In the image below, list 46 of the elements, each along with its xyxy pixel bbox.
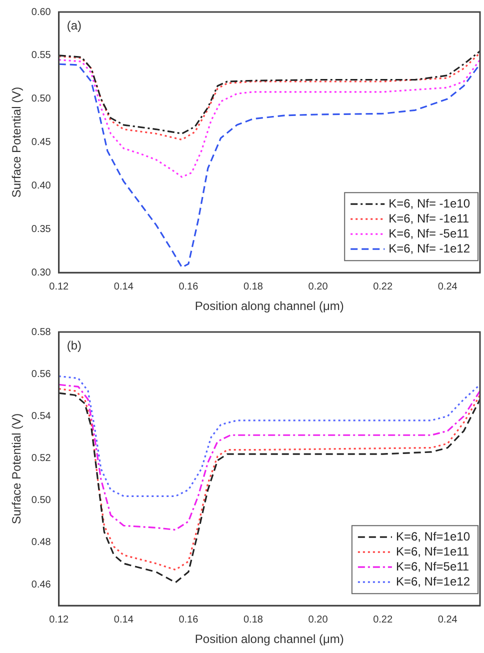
y-tick-label: 0.50 xyxy=(31,495,52,506)
y-tick-label: 0.54 xyxy=(31,410,52,422)
x-tick-label: 0.20 xyxy=(308,281,328,292)
legend-label: K=6, Nf= -1e10 xyxy=(388,196,470,210)
y-axis-title: Surface Potential (V) xyxy=(10,86,24,198)
x-tick-label: 0.24 xyxy=(438,281,458,292)
x-tick-label: 0.18 xyxy=(244,281,264,292)
x-tick-label: 0.22 xyxy=(373,614,393,626)
y-tick-label: 0.35 xyxy=(31,224,52,235)
legend-label: K=6, Nf=1e10 xyxy=(396,529,470,544)
legend-label: K=6, Nf= -1e11 xyxy=(388,211,470,226)
y-tick-label: 0.40 xyxy=(31,180,52,192)
y-tick-label: 0.55 xyxy=(31,50,52,62)
x-axis-title: Position along channel (μm) xyxy=(194,632,344,646)
y-tick-label: 0.56 xyxy=(31,368,52,380)
y-tick-label: 0.46 xyxy=(31,579,52,590)
legend-label: K=6, Nf=1e12 xyxy=(396,574,470,588)
x-tick-label: 0.12 xyxy=(49,614,70,626)
legend-label: K=6, Nf= -1e12 xyxy=(388,241,470,256)
x-tick-label: 0.14 xyxy=(114,614,134,626)
y-tick-label: 0.48 xyxy=(31,537,52,548)
x-tick-label: 0.22 xyxy=(373,281,393,292)
y-tick-label: 0.58 xyxy=(31,326,52,338)
x-tick-label: 0.12 xyxy=(49,281,70,292)
x-tick-label: 0.16 xyxy=(178,281,199,292)
x-tick-label: 0.24 xyxy=(438,614,458,626)
y-axis-title: Surface Potential (V) xyxy=(10,413,24,524)
annotation: (a) xyxy=(66,18,82,32)
y-tick-label: 0.45 xyxy=(31,137,52,148)
line-series xyxy=(58,58,480,178)
x-tick-label: 0.16 xyxy=(178,614,199,626)
y-tick-label: 0.50 xyxy=(31,94,52,105)
legend-label: K=6, Nf= -5e11 xyxy=(388,226,470,240)
x-axis-title: Position along channel (μm) xyxy=(194,299,344,314)
y-tick-label: 0.52 xyxy=(31,453,52,464)
y-tick-label: 0.30 xyxy=(31,267,52,278)
x-tick-label: 0.18 xyxy=(244,614,264,626)
legend-label: K=6, Nf=1e11 xyxy=(396,544,470,558)
line-series xyxy=(58,375,480,497)
y-tick-label: 0.60 xyxy=(31,6,52,18)
annotation: (b) xyxy=(66,338,82,352)
x-tick-label: 0.20 xyxy=(308,614,328,626)
line-series xyxy=(58,63,480,268)
x-tick-label: 0.14 xyxy=(114,281,134,292)
line-series xyxy=(58,384,480,531)
legend-label: K=6, Nf=5e11 xyxy=(396,559,470,574)
